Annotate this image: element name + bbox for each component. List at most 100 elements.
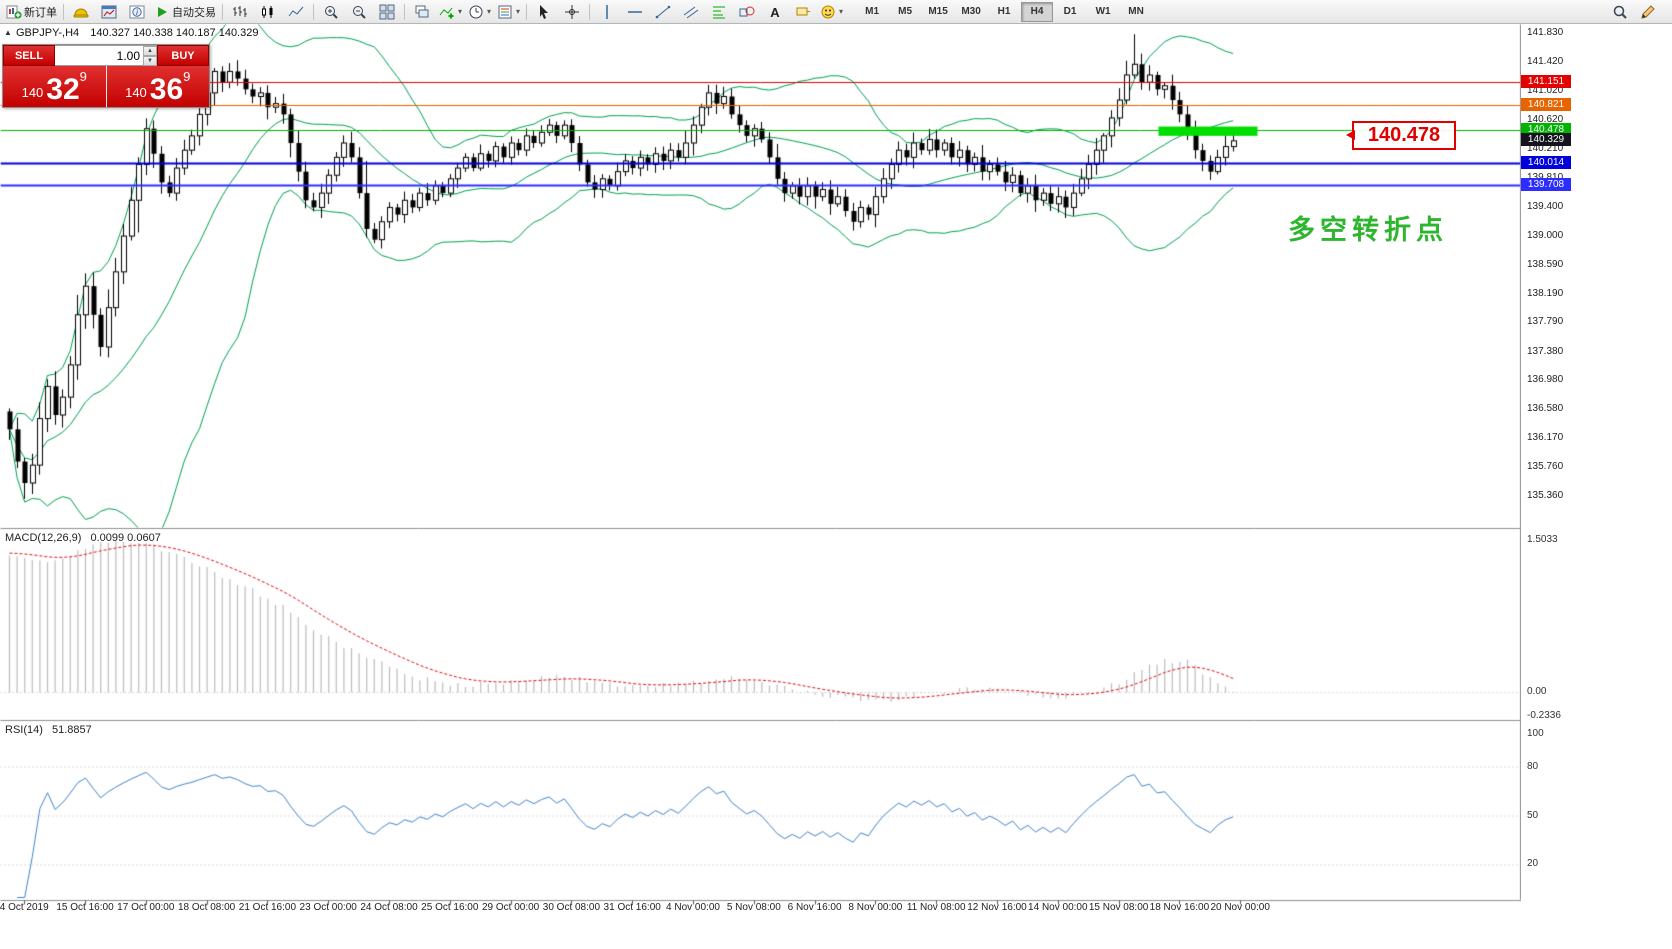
price-level-badge: 140.329 — [1521, 133, 1571, 147]
search-button[interactable] — [1606, 1, 1634, 23]
one-click-trading-panel: SELL ▲ ▼ BUY 140 32 9 140 36 9 — [2, 44, 210, 108]
rsi-indicator-title: RSI(14) 51.8857 — [5, 724, 92, 736]
new-order-button-label: 新订单 — [24, 6, 57, 19]
template-icon — [497, 4, 513, 20]
bars-icon — [232, 4, 248, 20]
sell-button[interactable]: SELL — [3, 45, 55, 66]
trendline-icon — [655, 4, 671, 20]
crosshair-icon — [564, 4, 580, 20]
timeframe-w1-button[interactable]: W1 — [1095, 6, 1111, 17]
timeframe-group: M1 M5 M15 M30 H1 H4 D1 W1 MN — [856, 1, 1152, 22]
toolbar-separator — [404, 3, 405, 20]
price-tick-label: 141.020 — [1527, 84, 1564, 96]
time-tick-label: 4 Nov 00:00 — [666, 902, 720, 913]
rsi-title-value: 51.8857 — [51, 724, 92, 736]
price-callout-box[interactable]: 140.478 — [1346, 121, 1456, 150]
time-tick-label: 18 Nov 16:00 — [1149, 902, 1210, 913]
timeframe-h1-button[interactable]: H1 — [997, 6, 1011, 17]
rsi-axis-label: 50 — [1527, 809, 1539, 821]
timeframe-m30-button[interactable]: M30 — [961, 6, 981, 17]
rsi-axis-label: 20 — [1527, 858, 1539, 870]
time-tick-label: 24 Oct 08:00 — [360, 902, 418, 913]
bar-chart-mode-button[interactable] — [226, 1, 254, 23]
turning-point-annotation[interactable]: 多空转折点 — [1288, 215, 1448, 245]
chart-symbol-overlay: GBPJPY-,H4 140.327 140.338 140.187 140.3… — [16, 27, 258, 39]
sell-price-display[interactable]: 140 32 9 — [3, 66, 106, 107]
time-axis[interactable]: 4 Oct 2019 15 Oct 16:00 17 Oct 00:00 18 Oct… — [0, 901, 1520, 919]
volume-stepper: ▲ ▼ — [55, 45, 157, 66]
timeframe-m15-button[interactable]: M15 — [928, 6, 948, 17]
templates-dropdown[interactable]: ▾ — [494, 1, 523, 23]
channel-tool-button[interactable] — [677, 1, 705, 23]
candles-icon — [260, 4, 276, 20]
data-window-button[interactable]: i — [123, 1, 151, 23]
one-click-collapse-icon[interactable]: ▲ — [4, 28, 12, 37]
timeframe-m1-button[interactable]: M1 — [865, 6, 880, 17]
chevron-down-icon: ▾ — [516, 7, 521, 16]
shapes-icon — [739, 4, 755, 20]
macd-title-text: MACD(12,26,9) — [5, 532, 82, 544]
autotrading-button-label: 自动交易 — [172, 6, 216, 19]
fibonacci-tool-button[interactable] — [705, 1, 733, 23]
buy-price-display[interactable]: 140 36 9 — [106, 66, 209, 107]
autotrading-button[interactable]: 自动交易 — [151, 1, 219, 23]
rsi-axis-label: 80 — [1527, 760, 1539, 772]
chevron-down-icon: ▾ — [487, 7, 492, 16]
volume-input[interactable] — [55, 46, 143, 65]
indicators-icon — [439, 4, 455, 20]
periods-icon — [468, 4, 484, 20]
chart-plot-area[interactable] — [0, 24, 1672, 920]
crosshair-tool-button[interactable] — [558, 1, 586, 23]
timeframe-mn-button[interactable]: MN — [1128, 6, 1144, 17]
volume-up-button[interactable]: ▲ — [143, 46, 157, 56]
time-tick-label: 30 Oct 08:00 — [542, 902, 601, 913]
tile-windows-button[interactable] — [373, 1, 401, 23]
rsi-title-text: RSI(14) — [5, 724, 43, 736]
timeframe-m5-button[interactable]: M5 — [898, 6, 913, 17]
label-icon — [795, 4, 811, 20]
chart-ohlc-values: 140.327 140.338 140.187 140.329 — [90, 27, 259, 39]
zoom-out-icon — [351, 4, 367, 20]
price-tick-label: 141.420 — [1527, 56, 1564, 68]
sell-price-pipette: 9 — [79, 69, 87, 84]
periods-dropdown[interactable]: ▾ — [465, 1, 494, 23]
expert-advisors-button[interactable] — [67, 1, 95, 23]
zoom-in-button[interactable] — [317, 1, 345, 23]
price-tick-label: 140.620 — [1527, 113, 1564, 125]
timeframe-h4-button[interactable]: H4 — [1021, 1, 1054, 22]
indicators-dropdown[interactable]: ▾ — [436, 1, 465, 23]
helmet-icon — [73, 4, 89, 20]
text-tool-button[interactable]: A — [761, 1, 789, 23]
new-chart-button[interactable] — [95, 1, 123, 23]
volume-down-button[interactable]: ▼ — [143, 56, 157, 66]
sell-price-prefix: 140 — [21, 85, 44, 100]
time-tick-label: 17 Oct 00:00 — [117, 902, 175, 913]
pencil-icon — [1640, 4, 1656, 20]
buy-button[interactable]: BUY — [157, 45, 209, 66]
price-level-badge: 140.821 — [1521, 98, 1571, 112]
arrows-dropdown[interactable]: ▾ — [817, 1, 846, 23]
sell-price-pips: 32 — [46, 73, 80, 106]
search-icon — [1612, 4, 1628, 20]
zoom-out-button[interactable] — [345, 1, 373, 23]
arrows-icon — [820, 4, 836, 20]
linechart-icon — [288, 4, 304, 20]
price-axis[interactable]: 141.830 141.420 141.020 140.620 140.210 139.8… — [1521, 24, 1672, 920]
cascade-windows-button[interactable] — [408, 1, 436, 23]
data-window-icon: i — [129, 4, 145, 20]
horizontal-line-tool-button[interactable] — [621, 1, 649, 23]
fibo-icon — [711, 4, 727, 20]
new-order-button[interactable]: 新订单 — [3, 1, 60, 23]
shapes-tool-button[interactable] — [733, 1, 761, 23]
vertical-line-tool-button[interactable] — [593, 1, 621, 23]
styler-button[interactable] — [1634, 1, 1662, 23]
time-tick-label: 4 Oct 2019 — [0, 902, 49, 913]
macd-indicator-title: MACD(12,26,9) 0.0099 0.0607 — [5, 532, 161, 544]
candlestick-mode-button[interactable] — [254, 1, 282, 23]
line-chart-mode-button[interactable] — [282, 1, 310, 23]
cascade-icon — [414, 4, 430, 20]
trendline-tool-button[interactable] — [649, 1, 677, 23]
timeframe-d1-button[interactable]: D1 — [1063, 6, 1077, 17]
cursor-tool-button[interactable] — [530, 1, 558, 23]
label-tool-button[interactable] — [789, 1, 817, 23]
